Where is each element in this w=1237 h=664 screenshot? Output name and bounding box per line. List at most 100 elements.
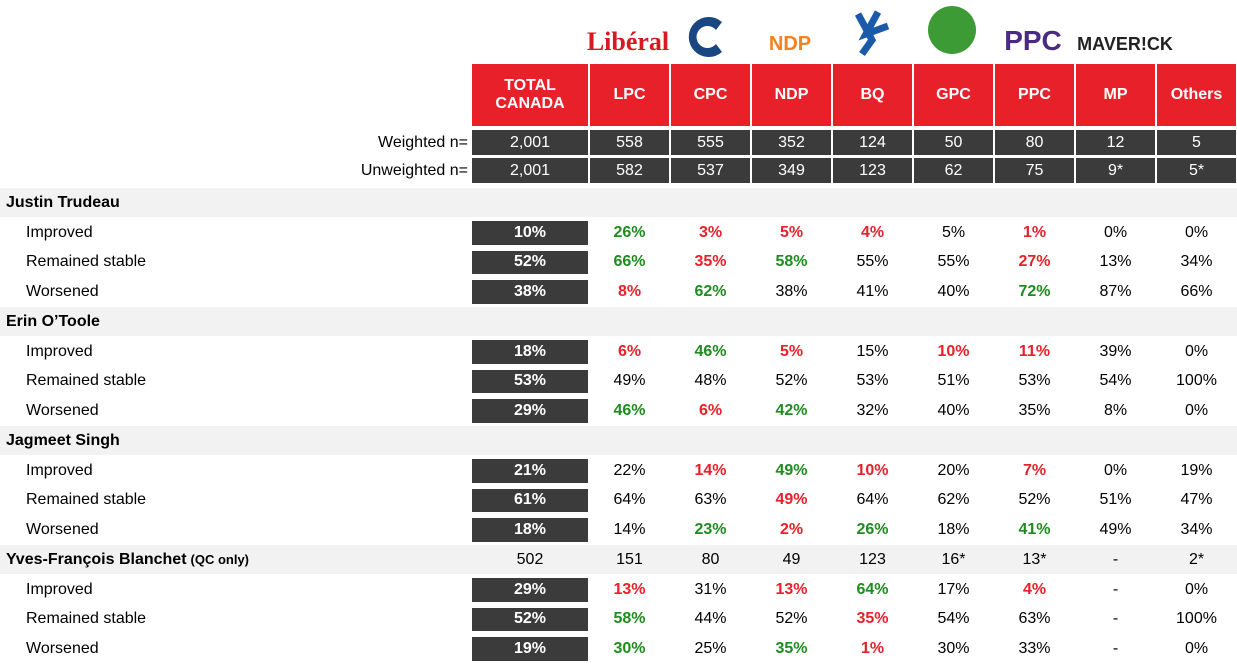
value-cell: 100% [1176,610,1217,628]
value-cell: 30% [613,640,646,658]
column-header: MP [1076,64,1155,126]
value-cell: 20% [937,461,970,479]
value-cell: 32% [856,402,889,420]
value-cell: 66% [613,253,646,271]
value-cell: 51% [937,372,970,390]
total-cell: 38% [472,280,588,304]
value-cell: 13% [1099,253,1132,271]
row-label: Improved [26,223,93,241]
value-cell: 34% [1180,253,1213,271]
row-label: Remained stable [26,253,147,271]
value-cell: 35% [694,253,727,271]
value-cell: - [1112,580,1119,598]
base-cell: 124 [833,130,912,155]
value-cell: 7% [1022,461,1047,479]
section-name: Justin Trudeau [6,193,120,211]
base-cell: 582 [590,158,669,183]
column-header: BQ [833,64,912,126]
value-cell: 100% [1176,372,1217,390]
row-label: Worsened [26,640,99,658]
base-label: Unweighted n= [360,161,468,179]
value-cell: 46% [613,402,646,420]
base-cell: 9* [1076,158,1155,183]
value-cell: 63% [1018,610,1051,628]
value-cell: 55% [856,253,889,271]
value-cell: 44% [694,610,727,628]
value-cell: 52% [1018,491,1051,509]
total-cell: 53% [472,369,588,394]
value-cell: 22% [613,461,646,479]
row-label: Improved [26,580,93,598]
value-cell: 64% [613,491,646,509]
section-base: 13* [1022,550,1047,568]
value-cell: 54% [1099,372,1132,390]
base-cell: 62 [914,158,993,183]
value-cell: 40% [937,402,970,420]
mp-logo: MAVER!CK [1077,34,1173,54]
section-name: Erin O’Toole [6,312,100,330]
value-cell: 0% [1184,223,1209,241]
value-cell: 55% [937,253,970,271]
section-title: Jagmeet Singh [6,426,466,456]
value-cell: 1% [1022,223,1047,241]
value-cell: 62% [694,283,727,301]
value-cell: 14% [694,461,727,479]
value-cell: 0% [1184,640,1209,658]
base-cell: 5 [1157,130,1236,155]
section-base: 2* [1188,550,1205,568]
value-cell: 0% [1184,342,1209,360]
column-header: Others [1157,64,1236,126]
row-label: Improved [26,461,93,479]
value-cell: 26% [856,521,889,539]
value-cell: 5% [779,342,804,360]
value-cell: 52% [775,372,808,390]
base-cell: 2,001 [472,158,588,183]
total-cell: 52% [472,250,588,275]
total-cell: 29% [472,577,588,602]
value-cell: 42% [775,402,808,420]
value-cell: 72% [1018,283,1051,301]
value-cell: 41% [856,283,889,301]
value-cell: 5% [779,223,804,241]
value-cell: 35% [1018,402,1051,420]
base-cell: 123 [833,158,912,183]
base-cell: 75 [995,158,1074,183]
total-cell: 18% [472,339,588,364]
base-cell: 349 [752,158,831,183]
value-cell: 33% [1018,640,1051,658]
value-cell: 62% [937,491,970,509]
value-cell: 66% [1180,283,1213,301]
value-cell: 51% [1099,491,1132,509]
cpc-logo [688,17,722,58]
base-cell: 352 [752,130,831,155]
section-name: Yves-François Blanchet [6,550,187,568]
value-cell: 49% [775,491,808,509]
value-cell: 39% [1099,342,1132,360]
value-cell: 11% [1018,342,1051,360]
row-label: Worsened [26,283,99,301]
column-header: PPC [995,64,1074,126]
total-cell: 52% [472,607,588,632]
value-cell: 10% [937,342,970,360]
base-cell: 50 [914,130,993,155]
value-cell: 13% [613,580,646,598]
value-cell: 30% [937,640,970,658]
value-cell: 13% [775,580,808,598]
value-cell: 64% [856,491,889,509]
section-title: Erin O’Toole [6,307,466,337]
row-label: Remained stable [26,491,147,509]
value-cell: 58% [775,253,808,271]
value-cell: 40% [937,283,970,301]
base-cell: 537 [671,158,750,183]
value-cell: 64% [856,580,889,598]
column-header: NDP [752,64,831,126]
value-cell: 49% [775,461,808,479]
value-cell: 87% [1099,283,1132,301]
value-cell: 6% [617,342,642,360]
value-cell: 4% [860,223,885,241]
row-label: Worsened [26,521,99,539]
total-cell: 10% [472,220,588,245]
base-cell: 12 [1076,130,1155,155]
gpc-logo [928,6,976,54]
